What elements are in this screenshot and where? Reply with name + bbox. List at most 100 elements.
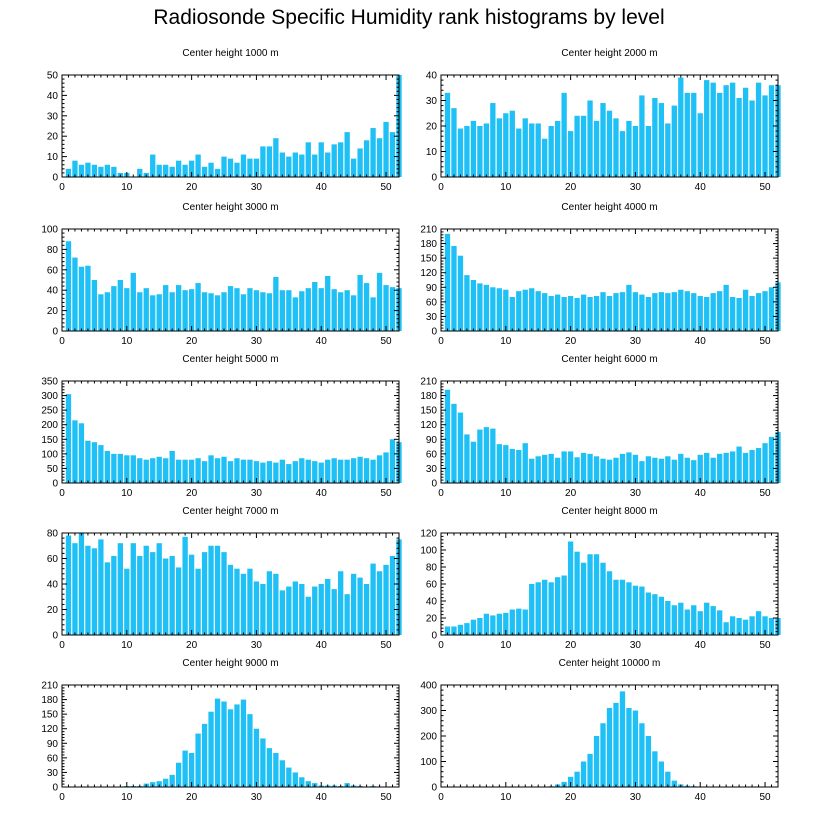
y-tick-label: 20 bbox=[47, 605, 59, 616]
histogram-bar bbox=[639, 586, 645, 635]
histogram-bar bbox=[768, 436, 775, 483]
y-tick-label: 50 bbox=[47, 464, 59, 475]
histogram-bar bbox=[613, 118, 619, 177]
histogram-bar bbox=[150, 154, 156, 177]
histogram-bar bbox=[710, 457, 716, 483]
histogram-bar bbox=[318, 142, 324, 177]
histogram-bar bbox=[593, 120, 600, 177]
histogram-panel-1: Center height 1000 m 0 10 20 30 40 50 0 10 20 30 40… bbox=[47, 48, 402, 193]
histogram-bar bbox=[305, 596, 311, 635]
histogram-bar bbox=[503, 289, 509, 331]
histogram-bar bbox=[678, 602, 684, 635]
histogram-bar bbox=[671, 105, 677, 177]
histogram-bar bbox=[85, 440, 91, 483]
y-tick-label: 60 bbox=[426, 580, 438, 591]
histogram-bar bbox=[600, 458, 606, 483]
panel-title: Center height 6000 m bbox=[561, 354, 657, 365]
histogram-bar bbox=[85, 545, 91, 635]
histogram-bar bbox=[542, 293, 548, 331]
histogram-bar bbox=[78, 423, 85, 483]
x-tick-label: 10 bbox=[121, 488, 133, 499]
panel-title: Center height 7000 m bbox=[182, 506, 278, 517]
histogram-bar bbox=[684, 291, 690, 331]
y-tick-label: 400 bbox=[420, 681, 437, 692]
histogram-bar bbox=[768, 287, 775, 331]
histogram-bar bbox=[312, 282, 318, 331]
histogram-bar bbox=[208, 545, 214, 635]
histogram-bar bbox=[704, 602, 710, 635]
histogram-bar bbox=[234, 568, 240, 635]
x-tick-label: 20 bbox=[565, 792, 577, 803]
histogram-bar bbox=[318, 584, 324, 635]
histogram-bar bbox=[587, 297, 593, 331]
histogram-bar bbox=[639, 723, 645, 787]
x-tick-label: 0 bbox=[59, 336, 65, 347]
y-tick-label: 100 bbox=[420, 757, 437, 768]
histogram-bar bbox=[240, 573, 247, 635]
histogram-bar bbox=[156, 294, 162, 331]
histogram-bar bbox=[723, 284, 729, 331]
histogram-bar bbox=[561, 92, 567, 177]
histogram-bar bbox=[632, 454, 639, 483]
histogram-bar bbox=[78, 533, 85, 635]
histogram-bar bbox=[344, 290, 350, 331]
histogram-bar bbox=[111, 286, 117, 331]
histogram-bar bbox=[717, 610, 723, 635]
histogram-bar bbox=[253, 728, 260, 787]
y-tick-label: 20 bbox=[426, 122, 438, 133]
histogram-bar bbox=[221, 292, 227, 331]
histogram-bar bbox=[292, 772, 298, 787]
histogram-bar bbox=[227, 564, 234, 635]
histogram-bar bbox=[542, 579, 548, 635]
histogram-bar bbox=[554, 457, 561, 483]
histogram-bar bbox=[240, 459, 247, 483]
histogram-bar bbox=[509, 449, 515, 483]
histogram-bar bbox=[279, 590, 286, 635]
histogram-bar bbox=[516, 449, 522, 483]
y-tick-label: 80 bbox=[426, 563, 438, 574]
panel-title: Center height 2000 m bbox=[561, 48, 657, 59]
histogram-bar bbox=[509, 110, 515, 177]
histogram-bar bbox=[169, 555, 175, 635]
histogram-bar bbox=[363, 584, 370, 635]
histogram-bar bbox=[697, 296, 703, 331]
y-tick-label: 80 bbox=[47, 245, 59, 256]
histogram-bar bbox=[169, 774, 175, 787]
histogram-bar bbox=[370, 128, 376, 177]
histogram-bar bbox=[697, 454, 703, 483]
histogram-bar bbox=[580, 115, 587, 177]
x-tick-label: 10 bbox=[121, 182, 133, 193]
histogram-bar bbox=[490, 428, 496, 483]
histogram-bar bbox=[65, 535, 72, 635]
x-tick-label: 50 bbox=[759, 488, 771, 499]
histogram-bar bbox=[548, 296, 554, 331]
y-tick-label: 20 bbox=[426, 614, 438, 625]
histogram-bar bbox=[214, 168, 221, 177]
histogram-bar bbox=[729, 297, 736, 331]
histogram-bar bbox=[163, 458, 169, 483]
histogram-bar bbox=[65, 394, 72, 483]
y-tick-label: 0 bbox=[431, 479, 437, 490]
histogram-bar bbox=[742, 452, 749, 483]
histogram-bar bbox=[325, 578, 331, 635]
histogram-bar bbox=[451, 108, 457, 177]
y-tick-label: 90 bbox=[47, 739, 59, 750]
histogram-bar bbox=[503, 445, 509, 483]
main-title: Radiosonde Specific Humidity rank histog… bbox=[153, 6, 665, 29]
histogram-bar bbox=[195, 733, 201, 787]
histogram-bar bbox=[554, 294, 561, 331]
histogram-bar bbox=[483, 613, 490, 635]
y-tick-label: 60 bbox=[47, 753, 59, 764]
histogram-bar bbox=[684, 457, 690, 483]
histogram-bar bbox=[325, 152, 331, 177]
histogram-bar bbox=[593, 736, 600, 787]
histogram-bar bbox=[350, 573, 357, 635]
histogram-bar bbox=[697, 113, 703, 177]
histogram-bar bbox=[376, 571, 383, 635]
x-tick-label: 20 bbox=[565, 182, 577, 193]
histogram-bar bbox=[227, 461, 234, 483]
histogram-bar bbox=[658, 458, 665, 483]
x-tick-label: 10 bbox=[500, 182, 512, 193]
y-tick-label: 180 bbox=[41, 695, 58, 706]
histogram-bar bbox=[632, 126, 639, 177]
